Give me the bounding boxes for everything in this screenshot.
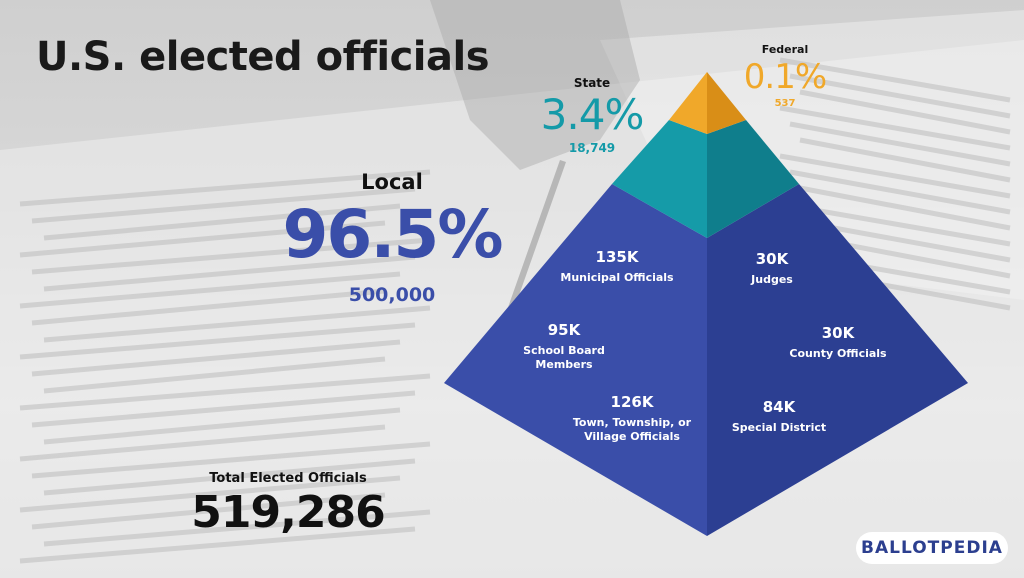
ballot-line bbox=[799, 89, 1011, 135]
ballot-line bbox=[789, 121, 1011, 167]
local-label: Local bbox=[361, 170, 423, 194]
state-tier-right-face bbox=[707, 120, 799, 238]
federal-label: Federal bbox=[761, 43, 809, 56]
ballot-line bbox=[19, 373, 431, 411]
special-district-value: 84K bbox=[762, 398, 796, 416]
ballot-line bbox=[31, 390, 416, 428]
town-township-village-label: Town, Township, or Village Officials bbox=[572, 416, 692, 443]
ballot-line bbox=[43, 254, 416, 292]
town-township-village-value: 126K bbox=[610, 393, 654, 411]
ballot-line bbox=[43, 509, 431, 547]
hand-with-pen-image bbox=[430, 0, 640, 170]
school-board-members-value: 95K bbox=[547, 321, 581, 339]
county-officials-label: County Officials bbox=[789, 347, 887, 360]
ballot-line bbox=[31, 339, 401, 377]
ballot-line bbox=[43, 407, 401, 445]
ballot-line bbox=[31, 186, 416, 224]
ballot-line bbox=[19, 271, 401, 309]
local-count: 500,000 bbox=[348, 284, 436, 306]
school-board-members-label: School Board Members bbox=[523, 344, 605, 371]
state-tier-left-face bbox=[612, 120, 707, 238]
ballot-line bbox=[31, 441, 431, 479]
state-label: State bbox=[573, 76, 611, 90]
ballot-line bbox=[19, 526, 416, 564]
total-elected-officials-value: 519,286 bbox=[191, 487, 385, 538]
ballot-text-lines bbox=[19, 57, 1011, 564]
ballotpedia-logo: BALLOTPEDIA bbox=[856, 532, 1008, 564]
ballot-line bbox=[19, 220, 386, 258]
state-count: 18,749 bbox=[568, 141, 616, 155]
pen-image bbox=[500, 160, 566, 332]
municipal-officials-label: Municipal Officials bbox=[560, 271, 674, 284]
ballot-line bbox=[31, 288, 386, 326]
ballot-line bbox=[43, 356, 386, 394]
ballot-line bbox=[779, 57, 1011, 103]
ballot-line bbox=[789, 73, 1011, 119]
logo-text: BALLOTPEDIA bbox=[861, 538, 1003, 558]
judges-value: 30K bbox=[755, 250, 789, 268]
ballot-line bbox=[789, 169, 1011, 215]
ballot-line bbox=[799, 185, 1011, 231]
ballot-line bbox=[19, 424, 386, 462]
municipal-officials-value: 135K bbox=[595, 248, 639, 266]
federal-tier-right-face bbox=[707, 72, 746, 134]
ballot-line bbox=[799, 137, 1011, 183]
ballot-line bbox=[779, 105, 1011, 151]
ballot-line bbox=[19, 475, 401, 513]
state-percent: 3.4% bbox=[540, 90, 645, 139]
ballot-line bbox=[779, 153, 1011, 199]
special-district-label: Special District bbox=[731, 421, 827, 434]
page-title: U.S. elected officials bbox=[36, 34, 490, 80]
ballot-line bbox=[43, 305, 431, 343]
local-tier-left-face bbox=[444, 184, 707, 536]
ballot-line bbox=[31, 492, 386, 530]
ballot-line bbox=[43, 203, 401, 241]
federal-percent: 0.1% bbox=[743, 57, 827, 97]
ballot-line bbox=[43, 458, 416, 496]
local-percent: 96.5% bbox=[282, 196, 504, 273]
local-tier-right-face bbox=[707, 184, 968, 536]
federal-count: 537 bbox=[774, 98, 796, 109]
federal-tier-left-face bbox=[669, 72, 707, 134]
ballot-line bbox=[19, 322, 416, 360]
judges-label: Judges bbox=[751, 273, 793, 286]
ballot-line bbox=[19, 169, 431, 207]
county-officials-value: 30K bbox=[821, 324, 855, 342]
total-elected-officials-label: Total Elected Officials bbox=[209, 471, 367, 486]
ballot-line bbox=[31, 237, 431, 275]
